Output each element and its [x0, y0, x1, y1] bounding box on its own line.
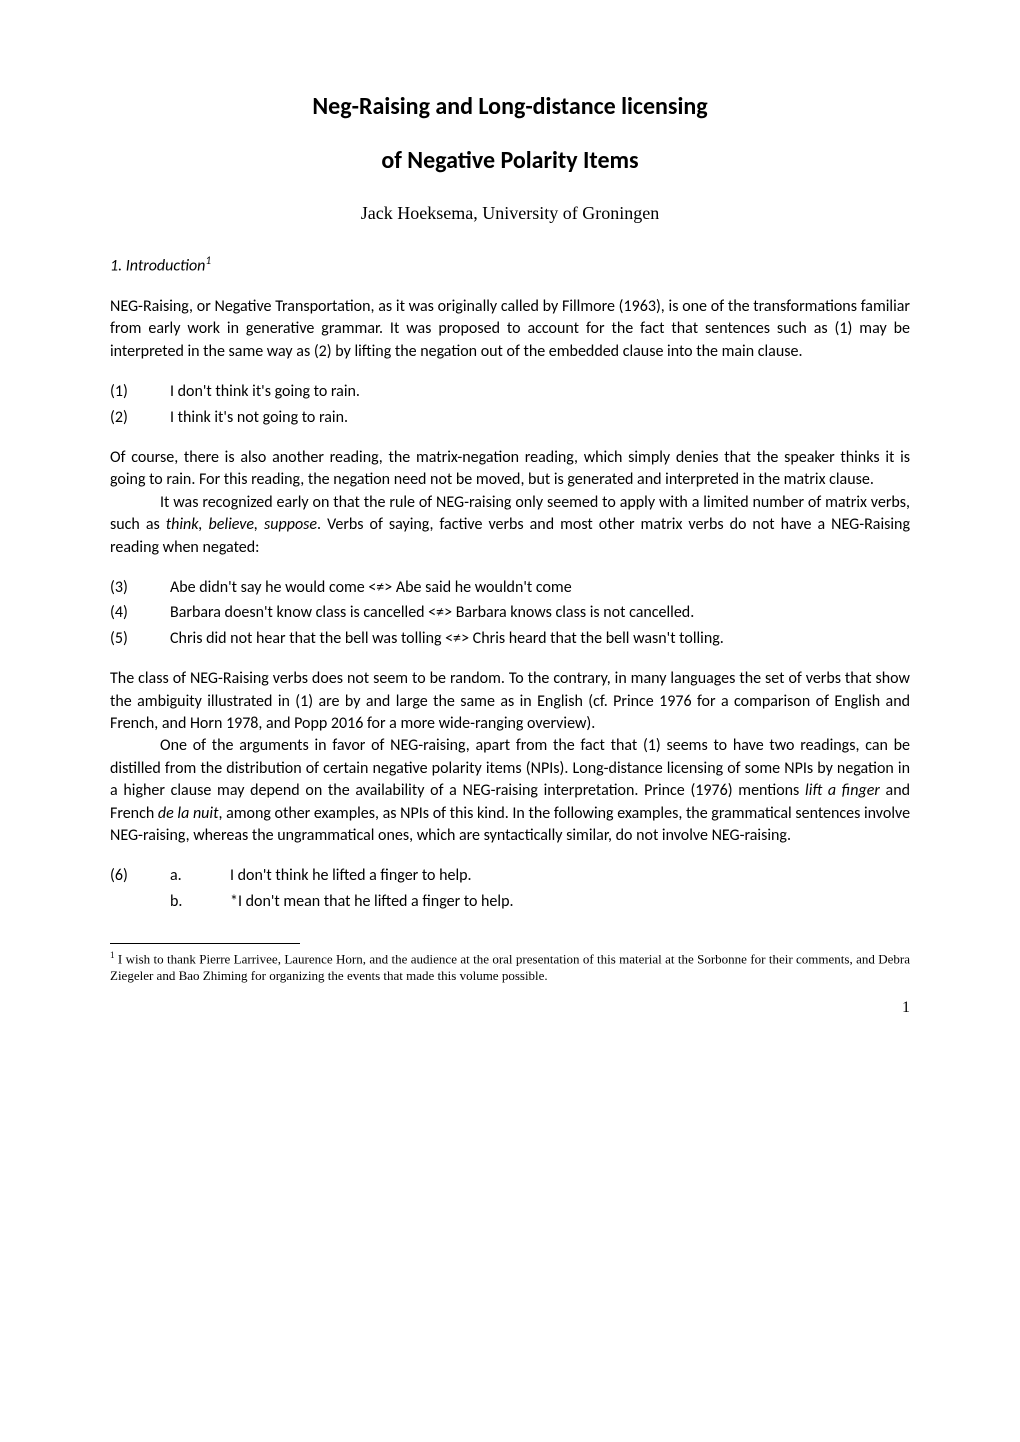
- paragraph-3-italic: think, believe, suppose: [166, 515, 317, 534]
- document-subtitle: of Negative Polarity Items: [110, 144, 910, 178]
- page-number: 1: [110, 997, 910, 1019]
- document-title: Neg-Raising and Long-distance licensing: [110, 90, 910, 124]
- example-number: (5): [110, 628, 170, 650]
- example-number: (4): [110, 602, 170, 624]
- example-letter: b.: [170, 891, 230, 913]
- paragraph-5-c: , among other examples, as NPIs of this …: [110, 804, 910, 845]
- example-item: b.*I don't mean that he lifted a finger …: [110, 891, 910, 913]
- example-item: (4)Barbara doesn't know class is cancell…: [110, 602, 910, 624]
- example-item: (2)I think it's not going to rain.: [110, 407, 910, 429]
- example-item: (6)a.I don't think he lifted a finger to…: [110, 865, 910, 887]
- section-heading-sup: 1: [205, 254, 211, 268]
- paragraph-1: NEG-Raising, or Negative Transportation,…: [110, 296, 910, 363]
- example-text: *I don't mean that he lifted a finger to…: [230, 892, 514, 911]
- example-block-3: (6)a.I don't think he lifted a finger to…: [110, 865, 910, 913]
- example-text: I think it's not going to rain.: [170, 408, 348, 427]
- footnote-separator: [110, 943, 300, 944]
- example-item: (1)I don't think it's going to rain.: [110, 381, 910, 403]
- footnote: 1 I wish to thank Pierre Larrivee, Laure…: [110, 950, 910, 985]
- example-number: (2): [110, 407, 170, 429]
- example-block-1: (1)I don't think it's going to rain. (2)…: [110, 381, 910, 429]
- paragraph-2: Of course, there is also another reading…: [110, 447, 910, 492]
- example-text: Chris did not hear that the bell was tol…: [170, 629, 724, 648]
- example-text: I don't think it's going to rain.: [170, 382, 360, 401]
- example-item: (5)Chris did not hear that the bell was …: [110, 628, 910, 650]
- paragraph-5-a: One of the arguments in favor of NEG-rai…: [110, 736, 910, 800]
- example-text: Barbara doesn't know class is cancelled …: [170, 603, 694, 622]
- section-heading-text: 1. Introduction: [110, 257, 205, 276]
- footnote-text: I wish to thank Pierre Larrivee, Laurenc…: [110, 951, 910, 983]
- example-letter: a.: [170, 865, 230, 887]
- paragraph-5-italic-1: lift a finger: [805, 781, 880, 800]
- example-text: I don't think he lifted a finger to help…: [230, 866, 472, 885]
- example-block-2: (3)Abe didn't say he would come <≠> Abe …: [110, 577, 910, 650]
- paragraph-5: One of the arguments in favor of NEG-rai…: [110, 735, 910, 847]
- paragraph-3: It was recognized early on that the rule…: [110, 492, 910, 559]
- section-heading: 1. Introduction1: [110, 254, 910, 278]
- example-number: (1): [110, 381, 170, 403]
- author-line: Jack Hoeksema, University of Groningen: [110, 201, 910, 226]
- example-item: (3)Abe didn't say he would come <≠> Abe …: [110, 577, 910, 599]
- paragraph-4: The class of NEG-Raising verbs does not …: [110, 668, 910, 735]
- example-number: (3): [110, 577, 170, 599]
- example-text: Abe didn't say he would come <≠> Abe sai…: [170, 578, 572, 597]
- paragraph-5-italic-2: de la nuit: [158, 804, 219, 823]
- example-number: (6): [110, 865, 170, 887]
